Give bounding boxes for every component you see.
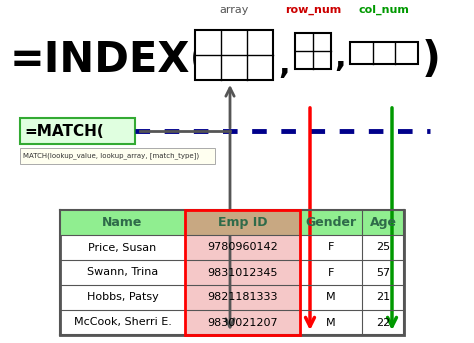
Text: MATCH(lookup_value, lookup_array, [match_type]): MATCH(lookup_value, lookup_array, [match…	[23, 153, 199, 159]
Bar	[185, 210, 300, 235]
Text: Swann, Trina: Swann, Trina	[87, 268, 158, 277]
Bar	[185, 260, 300, 285]
Text: 57: 57	[376, 268, 390, 277]
Text: 9831012345: 9831012345	[207, 268, 278, 277]
Text: 9780960142: 9780960142	[207, 243, 278, 252]
Text: Emp ID: Emp ID	[218, 216, 267, 229]
Bar	[60, 210, 404, 335]
Text: Price, Susan: Price, Susan	[88, 243, 156, 252]
Text: Name: Name	[102, 216, 143, 229]
Text: ,: ,	[278, 50, 290, 80]
Text: F: F	[328, 268, 334, 277]
Bar	[350, 42, 418, 64]
Text: 9821181333: 9821181333	[207, 293, 278, 303]
Text: array: array	[219, 5, 249, 15]
Bar	[185, 285, 300, 310]
Bar	[185, 210, 300, 335]
Text: Hobbs, Patsy: Hobbs, Patsy	[87, 293, 158, 303]
Text: Age: Age	[370, 216, 396, 229]
Text: 9830021207: 9830021207	[207, 318, 278, 328]
Text: F: F	[328, 243, 334, 252]
Text: McCook, Sherri E.: McCook, Sherri E.	[73, 318, 172, 328]
Bar	[195, 30, 273, 80]
Text: row_num: row_num	[285, 5, 341, 15]
Text: M: M	[326, 293, 336, 303]
Text: 25: 25	[376, 243, 390, 252]
Bar	[185, 310, 300, 335]
Text: =MATCH(: =MATCH(	[24, 123, 104, 139]
Text: ): )	[422, 39, 441, 81]
Bar	[185, 235, 300, 260]
Bar	[20, 148, 215, 164]
Text: M: M	[326, 318, 336, 328]
Text: 21: 21	[376, 293, 390, 303]
Bar	[20, 118, 135, 144]
Bar	[60, 210, 404, 235]
Text: col_num: col_num	[358, 5, 410, 15]
Text: 22: 22	[376, 318, 390, 328]
Bar	[295, 33, 331, 69]
Text: Gender: Gender	[305, 216, 356, 229]
Text: =INDEX(: =INDEX(	[10, 39, 210, 81]
Text: ,: ,	[334, 44, 346, 73]
